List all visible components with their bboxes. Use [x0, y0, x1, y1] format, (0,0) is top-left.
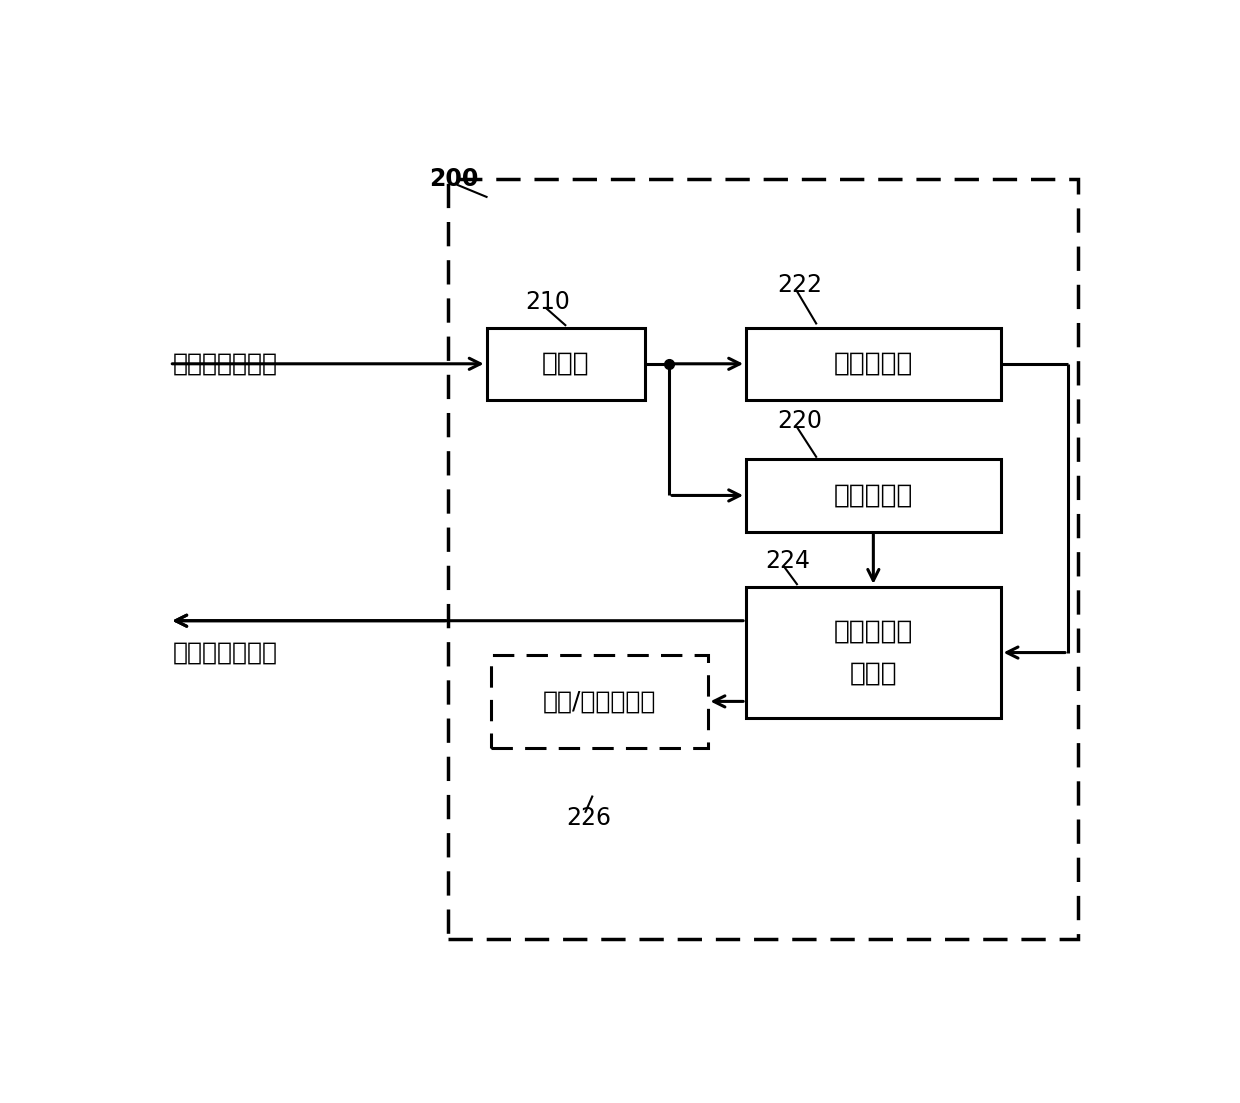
Text: 血液/组织鉴别器: 血液/组织鉴别器: [543, 689, 656, 714]
Bar: [746, 328, 1001, 400]
Bar: [746, 587, 1001, 718]
Text: 220: 220: [777, 409, 822, 433]
Text: 200: 200: [429, 167, 479, 191]
Bar: [448, 179, 1078, 940]
Bar: [491, 655, 708, 748]
Text: 强度滤波器: 强度滤波器: [833, 351, 913, 377]
Text: 解调器: 解调器: [542, 351, 590, 377]
Bar: [746, 459, 1001, 532]
Text: 多普勒静态
估计器: 多普勒静态 估计器: [833, 619, 913, 686]
Text: 210: 210: [525, 290, 570, 314]
Text: 去往扫描转换器: 去往扫描转换器: [172, 640, 278, 664]
Text: 226: 226: [567, 806, 611, 829]
Text: 224: 224: [765, 549, 810, 574]
Text: 222: 222: [777, 274, 822, 297]
Bar: [486, 328, 645, 400]
Text: 多普勒信号路径: 多普勒信号路径: [172, 352, 278, 375]
Text: 杂波滤波器: 杂波滤波器: [833, 482, 913, 508]
